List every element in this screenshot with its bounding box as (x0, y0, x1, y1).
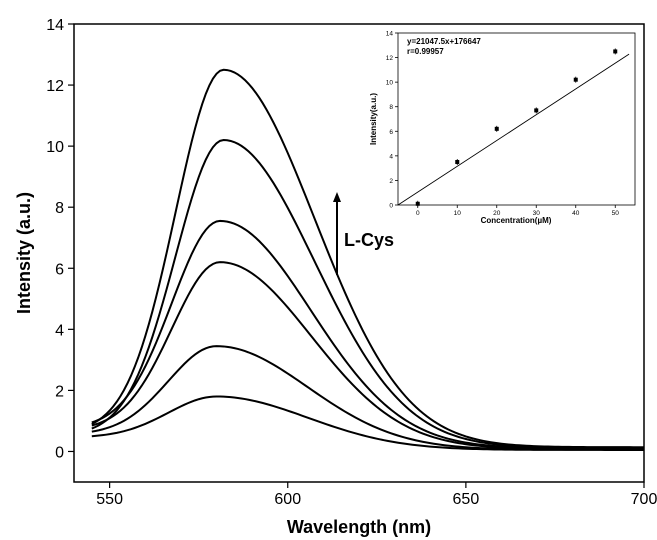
l-cys-label: L-Cys (344, 230, 394, 250)
inset-x-tick-label: 0 (416, 210, 420, 217)
inset-x-tick-label: 50 (612, 210, 620, 217)
x-tick-label: 700 (631, 491, 657, 508)
spectrum-line (91, 261, 644, 451)
y-tick-label: 8 (55, 200, 64, 217)
inset-ticks: 0 10 20 30 40 50 0 2 4 6 8 10 12 14 (386, 31, 619, 218)
spectrum-line (91, 219, 644, 450)
y-tick-label: 6 (55, 261, 64, 278)
l-cys-arrow (333, 192, 341, 275)
main-plot-frame (73, 23, 645, 483)
inset-chart: 0 10 20 30 40 50 0 2 4 6 8 10 12 14 y=21047.5x+176647… (369, 31, 636, 225)
y-tick-label: 4 (55, 322, 64, 339)
inset-data-point (613, 49, 618, 54)
main-series (91, 68, 644, 451)
inset-y-tick-label: 0 (389, 203, 393, 210)
x-axis-title: Wavelength (nm) (287, 517, 431, 537)
inset-y-tick-label: 14 (386, 31, 394, 38)
y-tick-label: 12 (46, 78, 64, 95)
inset-marks (397, 48, 630, 207)
inset-data-point (534, 108, 539, 113)
y-tick-label: 2 (55, 383, 64, 400)
inset-y-tick-label: 2 (389, 178, 393, 185)
inset-data-point (573, 77, 578, 82)
inset-x-tick-label: 40 (572, 210, 580, 217)
inset-data-point (455, 160, 460, 164)
y-tick-label: 14 (46, 17, 64, 34)
inset-fit-line (397, 53, 630, 206)
y-tick-label: 0 (55, 444, 64, 461)
inset-y-tick-label: 10 (386, 80, 394, 87)
inset-x-axis-title: Concentration(µM) (481, 216, 552, 225)
inset-r-value: r=0.99957 (407, 47, 444, 56)
inset-y-axis-title: Intensity(a.u.) (369, 93, 378, 145)
inset-data-point (415, 201, 420, 206)
x-tick-label: 650 (453, 491, 480, 508)
y-tick-label: 10 (46, 139, 64, 156)
spectrum-line (91, 68, 644, 449)
inset-equation: y=21047.5x+176647 (407, 37, 481, 46)
inset-x-tick-label: 20 (493, 210, 501, 217)
inset-y-tick-label: 4 (389, 153, 393, 160)
y-axis-title: Intensity (a.u.) (14, 192, 34, 314)
inset-y-tick-label: 6 (389, 129, 393, 136)
inset-x-tick-label: 30 (533, 210, 541, 217)
inset-y-tick-label: 8 (389, 104, 393, 111)
inset-x-tick-label: 10 (454, 210, 462, 217)
x-tick-label: 600 (274, 491, 301, 508)
inset-data-point (494, 126, 499, 131)
x-tick-label: 550 (96, 491, 123, 508)
inset-y-tick-label: 12 (386, 55, 394, 62)
inset-plot-frame (397, 32, 636, 206)
